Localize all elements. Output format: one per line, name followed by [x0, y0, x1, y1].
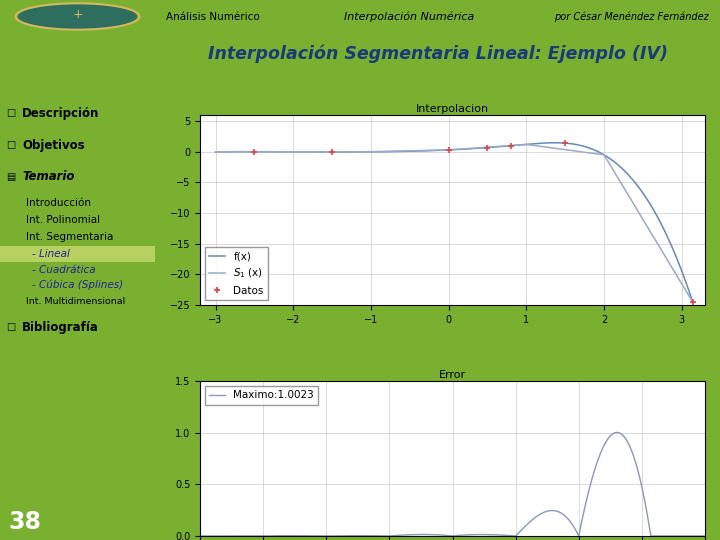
- Title: Error: Error: [439, 370, 466, 380]
- $S_1$ (x): [531, 143, 539, 149]
- Text: Temario: Temario: [22, 171, 74, 184]
- Text: - Cúbica (Splines): - Cúbica (Splines): [32, 280, 123, 291]
- Maximo:1.0023: [593, 457, 602, 464]
- Title: Interpolacion: Interpolacion: [416, 104, 489, 114]
- $S_1$ (x): [427, 147, 436, 153]
- $S_1$ (x): [334, 148, 343, 155]
- Maximo:1.0023: [686, 533, 695, 539]
- $S_1$ (x): [522, 141, 531, 147]
- Text: □: □: [6, 108, 15, 118]
- f(x): [571, 141, 580, 147]
- Text: Int. Multidimensional: Int. Multidimensional: [26, 296, 125, 306]
- Maximo:1.0023: [613, 429, 621, 436]
- Text: +: +: [72, 8, 83, 22]
- Line: $S_1$ (x): $S_1$ (x): [215, 144, 693, 302]
- Legend: Maximo:1.0023: Maximo:1.0023: [205, 386, 318, 404]
- Maximo:1.0023: [196, 533, 204, 539]
- Circle shape: [19, 4, 136, 29]
- Text: □: □: [6, 140, 15, 150]
- Text: Introducción: Introducción: [26, 198, 91, 208]
- Maximo:1.0023: [222, 533, 230, 539]
- f(x): [688, 299, 697, 305]
- Text: por César Menéndez Fernández: por César Menéndez Fernández: [554, 11, 708, 22]
- Maximo:1.0023: [441, 532, 450, 538]
- Datos: [561, 140, 570, 146]
- Text: 38: 38: [8, 510, 41, 534]
- Text: Int. Segmentaria: Int. Segmentaria: [26, 232, 113, 242]
- $S_1$ (x): [688, 299, 697, 305]
- Line: Maximo:1.0023: Maximo:1.0023: [200, 433, 705, 536]
- Datos: [444, 147, 453, 153]
- Maximo:1.0023: [701, 533, 709, 539]
- Line: f(x): f(x): [215, 143, 693, 302]
- f(x): [427, 147, 436, 154]
- f(x): [551, 139, 559, 146]
- Maximo:1.0023: [686, 533, 695, 539]
- Bar: [0, 246, 155, 262]
- Legend: f(x), $S_1$ (x), Datos: f(x), $S_1$ (x), Datos: [205, 247, 268, 300]
- Text: Bibliografía: Bibliografía: [22, 321, 99, 334]
- Text: Interpolación Numérica: Interpolación Numérica: [344, 11, 474, 22]
- Text: Descripción: Descripción: [22, 106, 99, 119]
- Text: - Cuadrática: - Cuadrática: [32, 265, 96, 275]
- Datos: [483, 144, 492, 151]
- f(x): [492, 144, 501, 150]
- Datos: [506, 143, 515, 149]
- Text: Interpolación Segmentaria Lineal: Ejemplo (IV): Interpolación Segmentaria Lineal: Ejempl…: [207, 45, 667, 63]
- $S_1$ (x): [492, 143, 501, 150]
- Text: Objetivos: Objetivos: [22, 138, 85, 152]
- Text: - Lineal: - Lineal: [32, 249, 70, 259]
- Datos: [250, 148, 258, 155]
- Text: Análisis Numérico: Análisis Numérico: [166, 11, 260, 22]
- Text: Int. Polinomial: Int. Polinomial: [26, 215, 100, 225]
- f(x): [334, 148, 343, 155]
- Text: □: □: [6, 322, 15, 332]
- f(x): [211, 148, 220, 155]
- $S_1$ (x): [571, 148, 580, 154]
- $S_1$ (x): [296, 148, 305, 155]
- Line: Datos: Datos: [251, 140, 696, 306]
- Text: ▤: ▤: [6, 172, 15, 182]
- Maximo:1.0023: [428, 531, 436, 538]
- Datos: [328, 148, 336, 155]
- Datos: [688, 299, 697, 305]
- f(x): [296, 148, 305, 155]
- $S_1$ (x): [211, 148, 220, 155]
- f(x): [530, 140, 539, 147]
